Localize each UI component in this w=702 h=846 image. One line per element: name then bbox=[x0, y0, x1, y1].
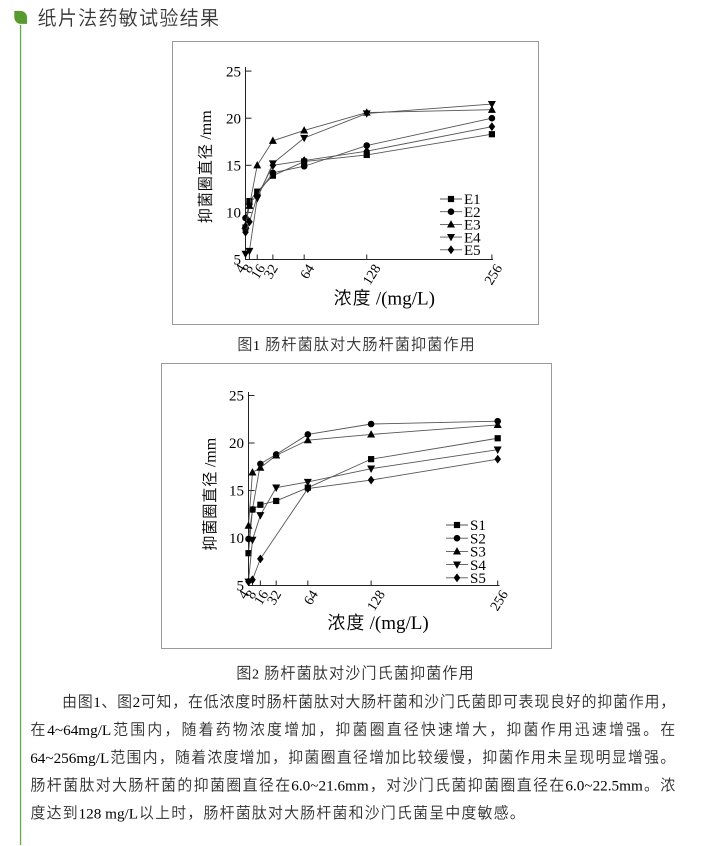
svg-text:E4: E4 bbox=[464, 230, 481, 246]
svg-text:5: 5 bbox=[234, 253, 242, 269]
svg-text:16: 16 bbox=[249, 262, 269, 282]
svg-text:S3: S3 bbox=[470, 545, 486, 561]
svg-text:1: 1 bbox=[93, 694, 101, 711]
svg-text:10: 10 bbox=[229, 531, 244, 547]
svg-text:32: 32 bbox=[262, 262, 282, 282]
svg-text:/mm: /mm bbox=[198, 110, 215, 144]
svg-text:S1: S1 bbox=[470, 518, 486, 534]
svg-text:64~256mg/L: 64~256mg/L bbox=[30, 750, 109, 767]
svg-text:15: 15 bbox=[226, 159, 241, 175]
svg-text:E2: E2 bbox=[464, 205, 481, 221]
svg-text:25: 25 bbox=[226, 64, 241, 80]
svg-text:S5: S5 bbox=[470, 571, 486, 587]
svg-text:2: 2 bbox=[252, 668, 263, 683]
svg-text:20: 20 bbox=[229, 436, 244, 452]
svg-text:20: 20 bbox=[226, 111, 241, 127]
svg-text:E3: E3 bbox=[464, 218, 481, 234]
svg-text:16: 16 bbox=[252, 588, 272, 608]
svg-text:S2: S2 bbox=[470, 531, 486, 547]
svg-text:64: 64 bbox=[302, 588, 322, 608]
svg-text:E5: E5 bbox=[464, 243, 481, 259]
svg-text:5: 5 bbox=[237, 579, 245, 595]
svg-text:4~64mg/L: 4~64mg/L bbox=[47, 722, 111, 739]
svg-text:S4: S4 bbox=[470, 558, 486, 574]
svg-text:1: 1 bbox=[253, 339, 264, 354]
svg-text:/mm: /mm bbox=[203, 437, 220, 471]
svg-text:32: 32 bbox=[265, 588, 285, 608]
svg-text:/(mg/L): /(mg/L) bbox=[371, 288, 435, 309]
svg-text:15: 15 bbox=[229, 484, 244, 500]
svg-text:6.0~21.6mm: 6.0~21.6mm bbox=[291, 778, 369, 795]
svg-text:64: 64 bbox=[298, 262, 318, 282]
svg-text:25: 25 bbox=[229, 389, 244, 405]
svg-text:/(mg/L): /(mg/L) bbox=[365, 613, 429, 634]
svg-text:128 mg/L: 128 mg/L bbox=[79, 805, 138, 822]
svg-text:2: 2 bbox=[133, 694, 141, 711]
svg-text:6.0~22.5mm: 6.0~22.5mm bbox=[565, 778, 643, 795]
svg-text:E1: E1 bbox=[464, 192, 481, 208]
svg-text:10: 10 bbox=[226, 206, 241, 222]
